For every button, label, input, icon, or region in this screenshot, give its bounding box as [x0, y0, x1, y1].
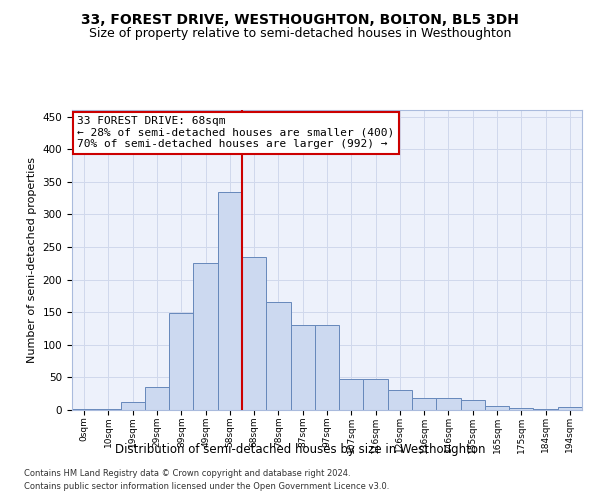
Y-axis label: Number of semi-detached properties: Number of semi-detached properties [27, 157, 37, 363]
Bar [436, 398, 461, 410]
Bar [461, 400, 485, 410]
Bar [364, 378, 388, 410]
Bar [509, 408, 533, 410]
Bar [72, 408, 96, 410]
Text: Distribution of semi-detached houses by size in Westhoughton: Distribution of semi-detached houses by … [115, 442, 485, 456]
Bar [339, 378, 364, 410]
Text: Size of property relative to semi-detached houses in Westhoughton: Size of property relative to semi-detach… [89, 28, 511, 40]
Bar [266, 302, 290, 410]
Text: Contains public sector information licensed under the Open Government Licence v3: Contains public sector information licen… [24, 482, 389, 491]
Bar [242, 256, 266, 410]
Bar [315, 325, 339, 410]
Text: Contains HM Land Registry data © Crown copyright and database right 2024.: Contains HM Land Registry data © Crown c… [24, 468, 350, 477]
Bar [218, 192, 242, 410]
Bar [145, 387, 169, 410]
Bar [412, 398, 436, 410]
Text: 33 FOREST DRIVE: 68sqm
← 28% of semi-detached houses are smaller (400)
70% of se: 33 FOREST DRIVE: 68sqm ← 28% of semi-det… [77, 116, 394, 149]
Bar [169, 314, 193, 410]
Bar [485, 406, 509, 410]
Bar [388, 390, 412, 410]
Bar [533, 408, 558, 410]
Bar [193, 264, 218, 410]
Text: 33, FOREST DRIVE, WESTHOUGHTON, BOLTON, BL5 3DH: 33, FOREST DRIVE, WESTHOUGHTON, BOLTON, … [81, 12, 519, 26]
Bar [121, 402, 145, 410]
Bar [290, 325, 315, 410]
Bar [96, 408, 121, 410]
Bar [558, 406, 582, 410]
